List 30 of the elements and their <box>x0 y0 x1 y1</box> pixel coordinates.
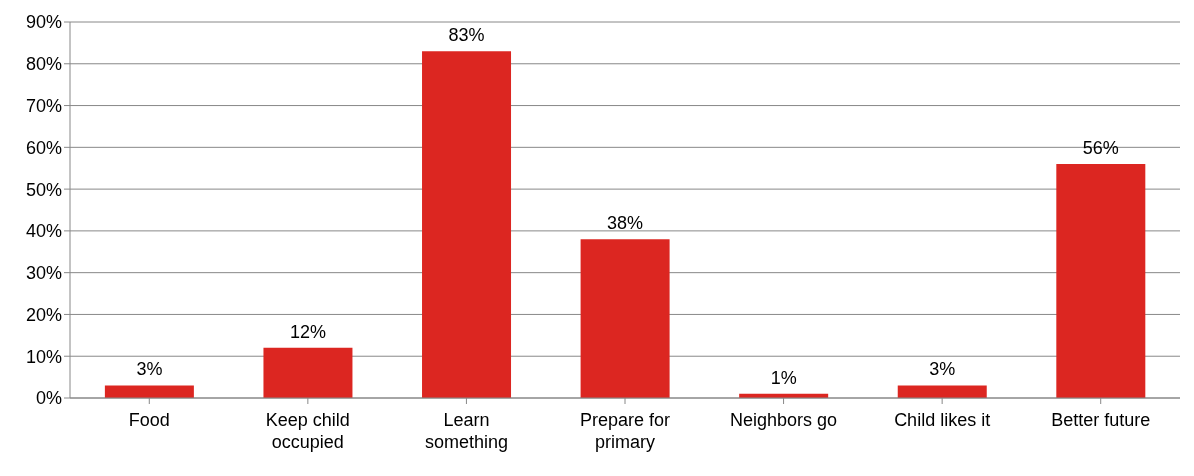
data-label: 83% <box>448 25 485 46</box>
y-tick-label: 40% <box>25 221 62 242</box>
y-tick-label: 90% <box>25 12 62 33</box>
x-tick-label: Food <box>128 410 170 430</box>
bar <box>104 385 194 398</box>
data-label: 3% <box>929 359 956 380</box>
y-tick-label: 0% <box>35 388 62 409</box>
y-tick-label: 20% <box>25 304 62 325</box>
y-tick-label: 50% <box>25 179 62 200</box>
data-label: 1% <box>770 367 797 388</box>
data-label: 38% <box>607 213 644 234</box>
bar <box>263 347 353 398</box>
x-tick-label: Neighbors go <box>730 410 838 430</box>
x-tick-label: Keep child occupied <box>265 410 350 452</box>
x-tick-label: Learn something <box>424 410 508 452</box>
x-tick-label: Better future <box>1051 410 1151 430</box>
y-tick-label: 80% <box>25 54 62 75</box>
bar <box>1056 164 1146 398</box>
x-tick-label: Prepare for primary <box>579 410 671 452</box>
data-label: 3% <box>136 359 163 380</box>
data-label: 12% <box>289 321 326 342</box>
x-tick-label: Child likes it <box>894 410 991 430</box>
y-tick-label: 60% <box>25 137 62 158</box>
bar <box>422 51 512 398</box>
data-label: 56% <box>1082 138 1119 159</box>
bar <box>580 239 670 398</box>
bar <box>897 385 987 398</box>
y-tick-label: 10% <box>25 346 62 367</box>
y-tick-label: 70% <box>25 95 62 116</box>
y-tick-label: 30% <box>25 263 62 284</box>
